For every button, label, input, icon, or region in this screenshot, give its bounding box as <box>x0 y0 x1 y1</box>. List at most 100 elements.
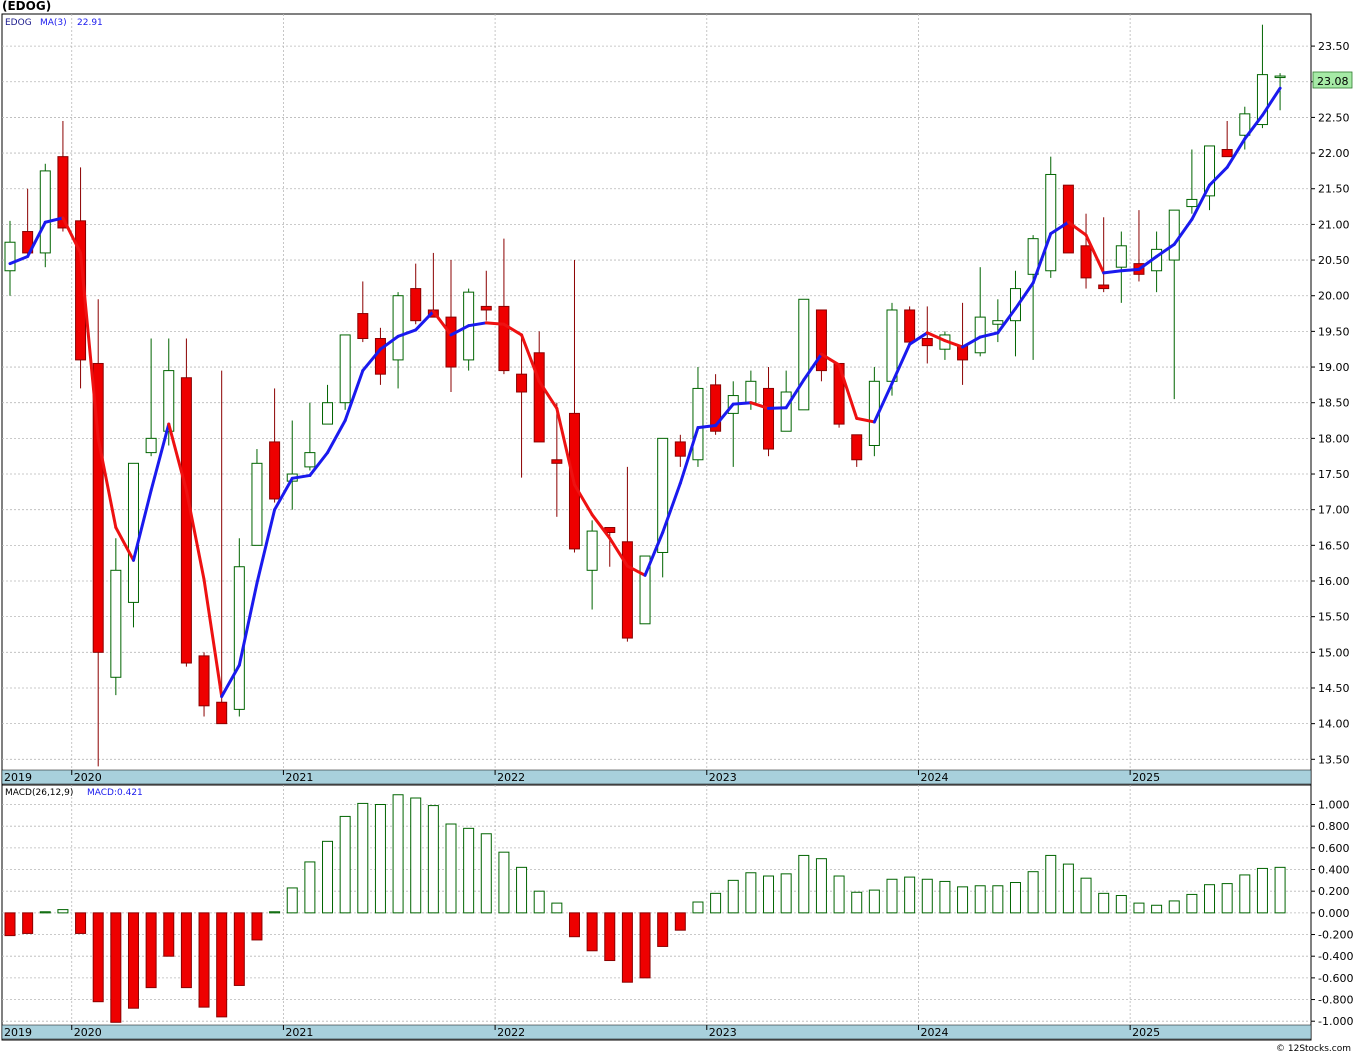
price-tick-label: 13.50 <box>1318 753 1350 766</box>
price-tick-label: 16.50 <box>1318 539 1350 552</box>
ma-segment <box>1049 220 1070 236</box>
macd-tick-label: -0.400 <box>1318 950 1353 963</box>
candle-body <box>1221 149 1233 158</box>
ma-line <box>8 86 1282 699</box>
candle-body <box>1239 113 1251 136</box>
macd-bar <box>57 909 69 914</box>
ma-segment <box>1190 183 1212 221</box>
x-axis-label: 2019 <box>4 1026 32 1039</box>
price-x-axis-band <box>1 769 1312 785</box>
ma-segment <box>537 379 559 410</box>
macd-bar <box>1115 895 1127 914</box>
ma-segment <box>484 321 506 326</box>
macd-tick-label: -0.800 <box>1318 994 1353 1007</box>
ma-segment <box>79 251 100 440</box>
macd-bars <box>4 794 1286 1023</box>
candle-body <box>480 305 492 311</box>
last-price-box: 23.08 <box>1312 71 1353 89</box>
price-tick-label: 19.50 <box>1318 325 1350 338</box>
ma-segment <box>220 663 241 699</box>
macd-bar <box>1186 893 1198 914</box>
ma-segment <box>925 331 947 343</box>
candle-body <box>621 541 633 639</box>
macd-bar <box>145 912 157 989</box>
candle-body <box>1027 238 1039 275</box>
price-tick-label: 21.00 <box>1318 218 1350 231</box>
ma-segment <box>1013 281 1035 311</box>
macd-bar <box>304 861 316 914</box>
macd-bar <box>339 815 351 914</box>
macd-bar <box>463 827 475 914</box>
macd-bar <box>657 912 669 947</box>
candle-body <box>410 288 422 322</box>
x-axis-label: 2023 <box>709 771 737 784</box>
macd-bar <box>551 902 563 914</box>
price-tick-label: 14.00 <box>1318 718 1350 731</box>
price-tick-label: 22.00 <box>1318 147 1350 160</box>
price-tick-label: 15.00 <box>1318 646 1350 659</box>
candle-body <box>198 655 210 707</box>
ma-segment <box>855 416 876 424</box>
ma-segment <box>749 401 771 410</box>
candle-body <box>251 462 263 546</box>
macd-bar <box>75 912 87 934</box>
candle-body <box>533 352 545 443</box>
macd-bar <box>4 912 16 937</box>
macd-bar <box>1151 904 1163 914</box>
ma-segment <box>978 331 1000 339</box>
price-tick-label: 16.00 <box>1318 575 1350 588</box>
macd-bar <box>921 878 933 914</box>
ma-segment <box>572 483 594 517</box>
candle-body <box>322 402 334 425</box>
price-y-axis: 13.50 14.00 14.50 15.00 15.50 16.00 16.50 17.00… <box>1311 40 1350 766</box>
candle-body <box>1009 288 1021 322</box>
macd-bar <box>815 858 827 914</box>
candle-body <box>1186 198 1198 208</box>
ma-segment <box>678 426 700 485</box>
macd-bar <box>674 912 686 931</box>
ma-segment <box>96 436 118 530</box>
candle-body <box>516 373 528 393</box>
macd-bar <box>233 912 245 986</box>
candle-body <box>710 384 722 432</box>
candle-body <box>57 156 69 229</box>
macd-bar <box>410 797 422 914</box>
x-axis-label: 2025 <box>1132 771 1160 784</box>
candle-body <box>780 391 792 432</box>
macd-bar <box>1168 900 1180 914</box>
price-tick-label: 14.50 <box>1318 682 1350 695</box>
candle-body <box>127 462 139 603</box>
chart-title: (EDOG) <box>2 0 52 13</box>
ma-segment <box>237 581 259 667</box>
ma-segment <box>1084 233 1106 275</box>
candle-body <box>586 530 598 571</box>
candle-body <box>551 459 563 464</box>
ma-segment <box>837 363 859 420</box>
price-tick-label: 23.50 <box>1318 40 1350 53</box>
ma-segment <box>26 220 47 258</box>
macd-bar <box>727 879 739 914</box>
ma-segment <box>1102 269 1123 275</box>
x-axis-label: 2023 <box>709 1026 737 1039</box>
macd-bar <box>22 912 34 934</box>
candle-body <box>216 701 228 725</box>
macd-bar <box>251 912 263 941</box>
macd-bar <box>1274 866 1286 914</box>
macd-bar <box>710 892 722 914</box>
ma-segment <box>590 513 612 540</box>
candle-body <box>1115 245 1127 268</box>
candle-body <box>815 309 827 372</box>
ma-segment <box>449 324 471 337</box>
candle-body <box>110 569 122 678</box>
candle-body <box>445 316 457 368</box>
ma-segment <box>1119 267 1141 273</box>
macd-y-axis: -1.000 -0.800 -0.600 -0.400 -0.200 0.000 0.200… <box>1311 799 1353 1028</box>
price-tick-label: 19.00 <box>1318 361 1350 374</box>
ma-segment <box>961 335 982 349</box>
last-price-label: 23.08 <box>1317 75 1349 88</box>
ma-segment <box>996 307 1017 335</box>
macd-tick-label: 0.400 <box>1318 864 1350 877</box>
upper-legend: EDOG MA(3) 22.91 <box>5 18 103 28</box>
macd-tick-label: -1.000 <box>1318 1015 1353 1028</box>
candle-body <box>763 387 775 450</box>
